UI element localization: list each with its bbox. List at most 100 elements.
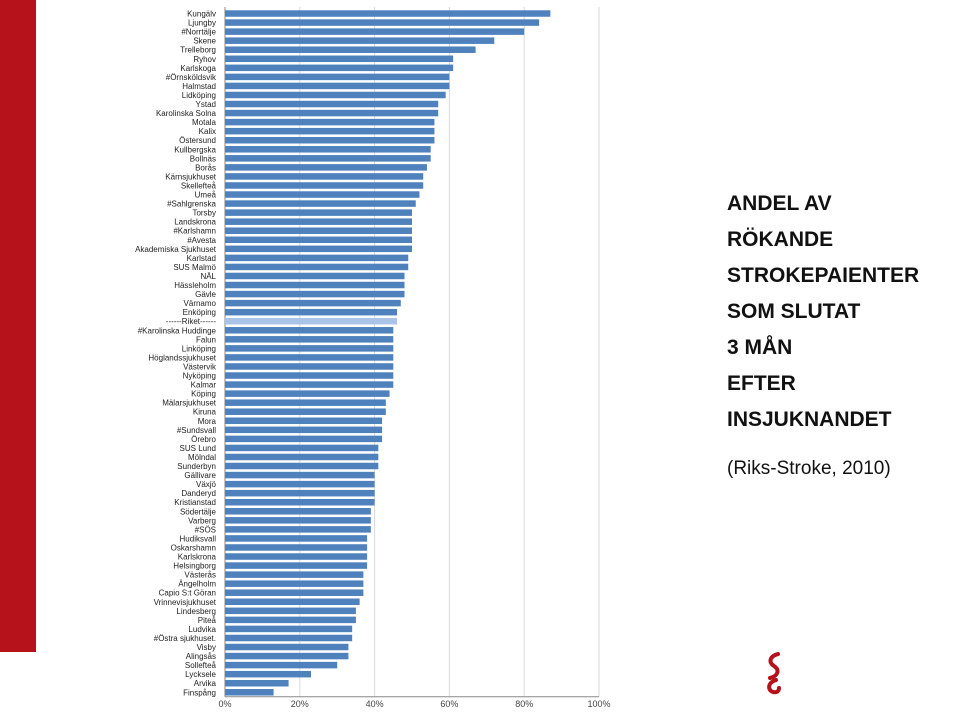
bar xyxy=(225,535,368,542)
bar xyxy=(225,254,409,262)
category-label: Växjö xyxy=(196,480,217,489)
bar xyxy=(225,679,289,687)
x-tick-label: 20% xyxy=(291,699,309,709)
category-label: Höglandssjukhuset xyxy=(148,353,216,362)
category-label: Västervik xyxy=(183,362,217,371)
category-label: Gävle xyxy=(195,290,216,299)
category-label: Falun xyxy=(196,335,216,344)
category-label: #Karolinska Huddinge xyxy=(138,326,217,335)
category-label: Mölndal xyxy=(188,453,216,462)
bar xyxy=(225,82,450,90)
bar xyxy=(225,136,435,144)
bar xyxy=(225,634,353,642)
bar xyxy=(225,209,412,216)
bar xyxy=(225,643,349,651)
bar xyxy=(225,607,356,615)
category-label: Akademiska Sjukhuset xyxy=(135,245,217,254)
category-label: Lidköping xyxy=(182,91,216,100)
category-label: Piteå xyxy=(198,616,217,625)
bar xyxy=(225,562,368,569)
chart-x-axis: 0% 20% 40% 60% 80% 100% xyxy=(218,696,611,709)
category-label: Visby xyxy=(197,643,216,652)
category-label: Gällivare xyxy=(184,471,216,480)
bar xyxy=(225,200,416,207)
category-label: Mora xyxy=(198,417,217,426)
category-label: #SÖS xyxy=(195,525,216,534)
category-label: Bollnäs xyxy=(190,154,216,163)
category-label: Alingsås xyxy=(186,652,216,661)
category-label: Arvika xyxy=(194,679,217,688)
bar xyxy=(225,661,338,669)
bar xyxy=(225,444,379,452)
bar xyxy=(225,218,412,225)
bar xyxy=(225,290,405,298)
category-label: Skellefteå xyxy=(181,181,217,190)
bar xyxy=(225,272,405,280)
category-label: Södertälje xyxy=(180,507,217,516)
bar xyxy=(225,462,379,470)
bar xyxy=(225,10,551,17)
category-label: Ljungby xyxy=(188,19,216,28)
category-label: Kärnsjukhuset xyxy=(165,172,216,181)
category-label: Ryhov xyxy=(193,55,216,64)
bar xyxy=(225,19,540,26)
category-label: Trelleborg xyxy=(180,46,216,55)
category-label: Kiruna xyxy=(193,408,217,417)
bar xyxy=(225,155,431,162)
bar xyxy=(225,589,364,596)
bar xyxy=(225,64,454,72)
red-swirl-logo-icon xyxy=(767,652,781,695)
bar xyxy=(225,327,394,334)
category-label: Vrinnevisjukhuset xyxy=(154,598,217,607)
bar xyxy=(225,544,368,551)
category-label: #Örnsköldsvik xyxy=(166,73,217,82)
bar xyxy=(225,173,424,180)
bar xyxy=(225,526,371,533)
bar xyxy=(225,263,409,271)
bar xyxy=(225,164,427,171)
bar xyxy=(225,471,375,479)
bar xyxy=(225,281,405,289)
bar xyxy=(225,453,379,461)
category-label: Mälarsjukhuset xyxy=(162,399,217,408)
category-label: Ängelholm xyxy=(178,580,216,589)
bar xyxy=(225,616,356,624)
category-label: #Sundsvall xyxy=(177,426,216,435)
category-label: Torsby xyxy=(192,209,216,218)
category-label: Lycksele xyxy=(185,670,216,679)
category-label: Nyköping xyxy=(183,372,216,381)
category-label: Motala xyxy=(192,118,217,127)
category-label: Kalix xyxy=(199,127,216,136)
x-tick-label: 80% xyxy=(515,699,533,709)
bar xyxy=(225,508,371,515)
bar xyxy=(225,336,394,343)
bar xyxy=(225,28,525,35)
category-label: Oskarshamn xyxy=(171,543,216,552)
category-label: Köping xyxy=(191,390,216,399)
bar xyxy=(225,308,398,316)
category-label: Karlstad xyxy=(187,254,216,263)
bar xyxy=(225,670,312,678)
bar xyxy=(225,372,394,379)
bar xyxy=(225,55,454,63)
bar xyxy=(225,580,364,587)
bar xyxy=(225,191,420,198)
category-label: Umeå xyxy=(195,191,217,200)
category-label: Ludvika xyxy=(188,625,216,634)
slide-text-panel: ANDEL AV RÖKANDE STROKEPAIENTER SOM SLUT… xyxy=(727,186,960,480)
bar xyxy=(225,363,394,370)
x-tick-label: 60% xyxy=(440,699,458,709)
category-label: Karolinska Solna xyxy=(156,109,217,118)
x-tick-label: 40% xyxy=(366,699,384,709)
bar xyxy=(225,91,446,99)
category-label: Halmstad xyxy=(182,82,216,91)
category-label: Hässleholm xyxy=(174,281,216,290)
category-label: Borås xyxy=(195,163,216,172)
category-label: Ystad xyxy=(196,100,216,109)
category-label: SUS Malmö xyxy=(173,263,216,272)
bar xyxy=(225,553,368,560)
category-label: Danderyd xyxy=(181,489,216,498)
bar xyxy=(225,480,375,488)
category-label: Sunderbyn xyxy=(177,462,216,471)
